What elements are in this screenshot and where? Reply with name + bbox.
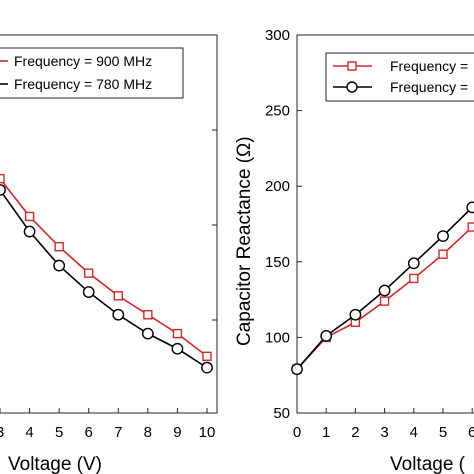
right-x-tick-label: 1 [322,424,330,441]
left-legend-label-1: Frequency = 900 MHz [14,53,152,69]
left-series-1-point [113,291,123,301]
right-x-tick-label: 4 [410,424,418,441]
left-series-1-point [202,351,212,361]
left-series-2-point [201,361,213,374]
right-series-group [291,201,474,376]
left-series-1-point [0,173,5,184]
right-legend-box [325,52,474,102]
right-x-tick-label: 3 [380,424,388,441]
right-series-2-point [349,308,362,321]
left-series-2-point [141,327,154,340]
right-series-1-point [379,296,390,306]
right-legend-marker-2 [346,81,358,93]
left-x-tick-label: 10 [199,424,216,441]
right-x-axis-label: Voltage ( [390,454,466,474]
left-legend: Frequency = 900 MHz Frequency = 780 MHz [0,47,184,99]
left-series-1-point [143,310,153,320]
left-x-ticks: 3 4 5 6 7 8 9 10 [0,129,217,441]
right-series-1-point [467,222,474,232]
right-x-tick-label: 5 [439,424,447,441]
right-series-1-point [409,273,419,284]
right-series-2-point [291,363,303,376]
right-y-tick-label: 50 [273,405,290,422]
left-series-2-point [23,225,36,238]
right-y-tick-label: 300 [265,27,290,44]
left-x-tick-label: 5 [55,424,63,441]
right-y-tick-label: 250 [265,103,290,120]
right-y-tick-label: 100 [265,329,290,346]
right-y-axis-label: Capacitor Reactance (Ω) [234,136,255,346]
right-chart-panel: 0 1 2 3 4 5 6 50 100 150 200 250 300 Frequency = Fr… [234,27,474,474]
left-series-2-point [53,259,66,272]
left-x-tick-label: 3 [0,424,4,441]
right-x-tick-label: 0 [293,424,301,441]
right-series-2-point [437,230,449,242]
right-x-tick-label: 2 [351,424,359,441]
left-legend-box [0,47,184,99]
right-legend-marker-1 [347,61,357,71]
right-series-2-point [378,284,391,297]
right-legend-label-1: Frequency = [390,58,468,74]
left-series-group [0,173,213,374]
left-x-tick-label: 9 [173,424,181,441]
right-series-2-point [407,257,420,270]
right-series-2-point [320,329,333,342]
left-x-tick-label: 4 [25,424,33,441]
left-series-1-point [54,241,64,252]
left-series-1-point [84,268,94,278]
right-plot-area [296,34,474,414]
left-series-2-point [0,184,6,196]
left-series-2-point [112,308,125,321]
left-x-axis-label: Voltage (V) [8,454,102,474]
left-series-1-point [24,211,35,222]
right-y-tick-label: 200 [265,178,290,195]
right-x-ticks: 0 1 2 3 4 5 6 [293,408,474,441]
left-plot-area [0,34,218,414]
left-series-1-point [172,328,183,339]
right-series-1-point [438,249,448,259]
right-y-tick-label: 150 [265,254,290,271]
left-x-tick-label: 8 [144,424,152,441]
left-x-tick-label: 6 [85,424,93,441]
right-y-ticks: 50 100 150 200 250 300 [265,27,302,422]
left-series-2-point [171,342,184,355]
right-series-2-point [466,201,474,214]
left-series-1-line [0,178,208,357]
right-x-tick-label: 6 [468,424,474,441]
left-chart-panel: 3 4 5 6 7 8 9 10 Frequency = 900 MHz Frequency … [0,34,218,474]
left-x-tick-label: 7 [114,424,122,441]
right-legend-label-2: Frequency = [390,79,468,95]
right-legend: Frequency = Frequency = [325,52,474,102]
left-legend-label-2: Frequency = 780 MHz [14,76,152,92]
left-series-2-point [82,286,95,298]
